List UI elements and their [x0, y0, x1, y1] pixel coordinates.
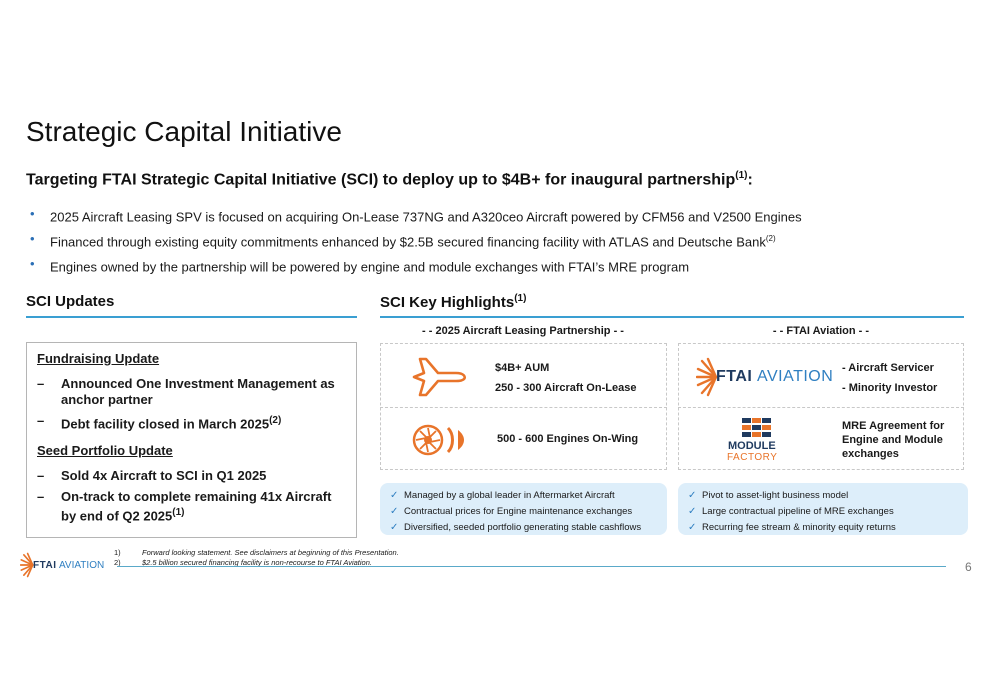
factory-logo-text: FACTORY [727, 452, 778, 463]
intro-bullet: Financed through existing equity commitm… [30, 230, 970, 255]
fundraising-item-sup: (2) [269, 415, 282, 426]
dash: – [37, 413, 45, 428]
module-factory-logo: MODULE FACTORY [722, 418, 792, 464]
check-icon: ✓ [688, 522, 697, 533]
benefit-item-text: Large contractual pipeline of MRE exchan… [702, 506, 894, 517]
seed-item: – Sold 4x Aircraft to SCI in Q1 2025 [37, 468, 346, 484]
aum-stat: $4B+ AUM [495, 362, 550, 374]
seed-item-text: Sold 4x Aircraft to SCI in Q1 2025 [61, 468, 267, 484]
dash: – [37, 376, 45, 391]
footnote: 1) Forward looking statement. See disclai… [114, 548, 399, 558]
footnote-number: 1) [114, 548, 121, 557]
benefit-item-text: Recurring fee stream & minority equity r… [702, 522, 896, 533]
page-title: Strategic Capital Initiative [26, 116, 342, 147]
module-factory-icon [742, 418, 771, 437]
dash: – [37, 468, 45, 484]
seed-item-text: On-track to complete remaining 41x Aircr… [61, 489, 332, 524]
subtitle-text: Targeting FTAI Strategic Capital Initiat… [26, 171, 736, 189]
ftai-sun-icon [696, 357, 718, 397]
fundraising-item-text: Announced One Investment Management as a… [61, 376, 335, 407]
ftai-aviation-heading: - - FTAI Aviation - - [772, 325, 870, 337]
ftai-aviation-logo: FTAI AVIATION [696, 357, 833, 397]
footer-aviation-text: AVIATION [59, 560, 105, 571]
check-icon: ✓ [390, 522, 399, 533]
sci-updates-rule [26, 316, 357, 318]
ftai-panel [678, 343, 964, 470]
airplane-icon [412, 357, 467, 397]
check-icon: ✓ [390, 506, 399, 517]
sci-highlights-title: SCI Key Highlights(1) [380, 293, 526, 311]
check-icon: ✓ [688, 490, 697, 501]
intro-bullet-sup: (2) [765, 234, 776, 243]
benefit-item: ✓ Managed by a global leader in Aftermark… [390, 488, 657, 504]
engines-on-wing-stat: 500 - 600 Engines On-Wing [497, 433, 639, 445]
benefit-item: ✓ Contractual prices for Engine maintenan… [390, 504, 657, 520]
sci-updates-box: Fundraising Update – Announced One Invest… [26, 342, 357, 538]
check-icon: ✓ [390, 490, 399, 501]
sci-highlights-rule [380, 316, 964, 318]
seed-item: – On-track to complete remaining 41x Airc… [37, 489, 346, 524]
intro-bullet: 2025 Aircraft Leasing SPV is focused on … [30, 205, 970, 230]
benefit-item: ✓ Pivot to asset-light business model [688, 488, 958, 504]
footer-ftai-sun-icon [20, 552, 34, 578]
sci-highlights-title-text: SCI Key Highlights [380, 294, 515, 311]
footnote-text: Forward looking statement. See disclaime… [142, 548, 399, 557]
sci-updates-title: SCI Updates [26, 293, 115, 310]
mre-agreement: MRE Agreement for Engine and Module exch… [842, 420, 945, 460]
benefit-item-text: Diversified, seeded portfolio generating… [404, 522, 642, 533]
ftai-benefits: ✓ Pivot to asset-light business model ✓ La… [678, 483, 968, 535]
footnote-number: 2) [114, 558, 121, 567]
aircraft-on-lease-stat: 250 - 300 Aircraft On-Lease [495, 382, 637, 394]
partnership-heading: - - 2025 Aircraft Leasing Partnership - … [422, 325, 624, 337]
subtitle-end: : [747, 171, 753, 189]
partnership-panel [380, 343, 667, 470]
benefit-item-text: Contractual prices for Engine maintenanc… [404, 506, 633, 517]
benefit-item-text: Pivot to asset-light business model [702, 490, 849, 501]
footnote: 2) $2.5 billion secured financing facilit… [114, 558, 399, 568]
subtitle: Targeting FTAI Strategic Capital Initiat… [26, 170, 753, 189]
sci-highlights-sup: (1) [514, 293, 527, 304]
footer-rule [117, 566, 946, 567]
partnership-divider [380, 407, 667, 408]
fundraising-heading: Fundraising Update [37, 351, 160, 366]
footer-ftai-logo: FTAI AVIATION [20, 552, 110, 578]
ftai-logo-text: FTAI [716, 368, 753, 385]
benefit-item: ✓ Recurring fee stream & minority equity … [688, 520, 958, 536]
check-icon: ✓ [688, 506, 697, 517]
intro-bullet: Engines owned by the partnership will be… [30, 255, 970, 280]
footer-ftai-text: FTAI [33, 560, 57, 571]
benefit-item: ✓ Diversified, seeded portfolio generatin… [390, 520, 657, 536]
aviation-logo-text: AVIATION [757, 368, 834, 385]
module-logo-text: MODULE [728, 440, 776, 452]
ftai-divider [678, 407, 964, 408]
engine-icon [412, 424, 464, 456]
subtitle-footnote-ref: (1) [735, 170, 748, 181]
intro-bullets: 2025 Aircraft Leasing SPV is focused on … [30, 205, 970, 280]
benefit-item: ✓ Large contractual pipeline of MRE excha… [688, 504, 958, 520]
dash: – [37, 489, 45, 505]
fundraising-item: – Announced One Investment Management as … [37, 376, 346, 408]
fundraising-item: – Debt facility closed in March 2025(2) [37, 413, 346, 432]
intro-bullet-text: 2025 Aircraft Leasing SPV is focused on … [50, 209, 802, 225]
footnote-text: $2.5 billion secured financing facility … [142, 558, 372, 567]
intro-bullet-text: Engines owned by the partnership will be… [50, 259, 690, 275]
intro-bullet-text: Financed through existing equity commitm… [50, 234, 766, 250]
fundraising-item-text: Debt facility closed in March 2025 [61, 416, 270, 432]
aircraft-servicer: - Aircraft Servicer [842, 362, 934, 374]
seed-item-sup: (1) [172, 507, 185, 519]
page-number: 6 [965, 560, 972, 574]
minority-investor: - Minority Investor [842, 382, 938, 394]
seed-portfolio-heading: Seed Portfolio Update [37, 443, 173, 459]
footnotes: 1) Forward looking statement. See disclai… [114, 548, 399, 568]
benefit-item-text: Managed by a global leader in Aftermarke… [404, 490, 615, 501]
partnership-benefits: ✓ Managed by a global leader in Aftermark… [380, 483, 667, 535]
